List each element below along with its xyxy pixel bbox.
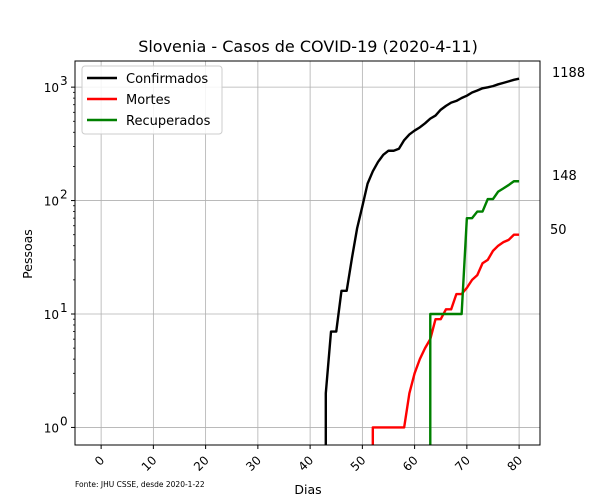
end-label-recuperados: 148	[552, 169, 577, 184]
y-tick-exponent: 3	[60, 74, 68, 88]
legend: Confirmados Mortes Recuperados	[81, 65, 223, 135]
end-label-mortes: 50	[550, 223, 567, 238]
plot-frame	[74, 60, 541, 446]
y-tick-exponent: 0	[60, 414, 68, 428]
y-axis-label: Pessoas	[20, 229, 35, 279]
series-lines	[324, 77, 520, 445]
legend-label-recuperados: Recuperados	[126, 114, 211, 129]
series-confirmados-line	[324, 77, 520, 445]
series-recuperados-line	[429, 180, 520, 445]
y-tick-label: 10	[44, 81, 59, 95]
legend-box	[81, 65, 223, 135]
legend-label-confirmados: Confirmados	[126, 72, 208, 87]
y-tick-exponent: 1	[60, 301, 68, 315]
y-tick-label: 10	[44, 195, 59, 209]
y-tick-label: 10	[44, 308, 59, 322]
y-tick-label: 10	[44, 421, 59, 435]
chart-title: Slovenia - Casos de COVID-19 (2020-4-11)	[138, 37, 478, 56]
end-label-confirmados: 1188	[552, 66, 585, 81]
legend-label-mortes: Mortes	[126, 93, 171, 108]
y-tick-exponent: 2	[60, 188, 68, 202]
source-note: Fonte: JHU CSSE, desde 2020-1-22	[75, 480, 205, 489]
x-axis-label: Dias	[294, 482, 321, 497]
